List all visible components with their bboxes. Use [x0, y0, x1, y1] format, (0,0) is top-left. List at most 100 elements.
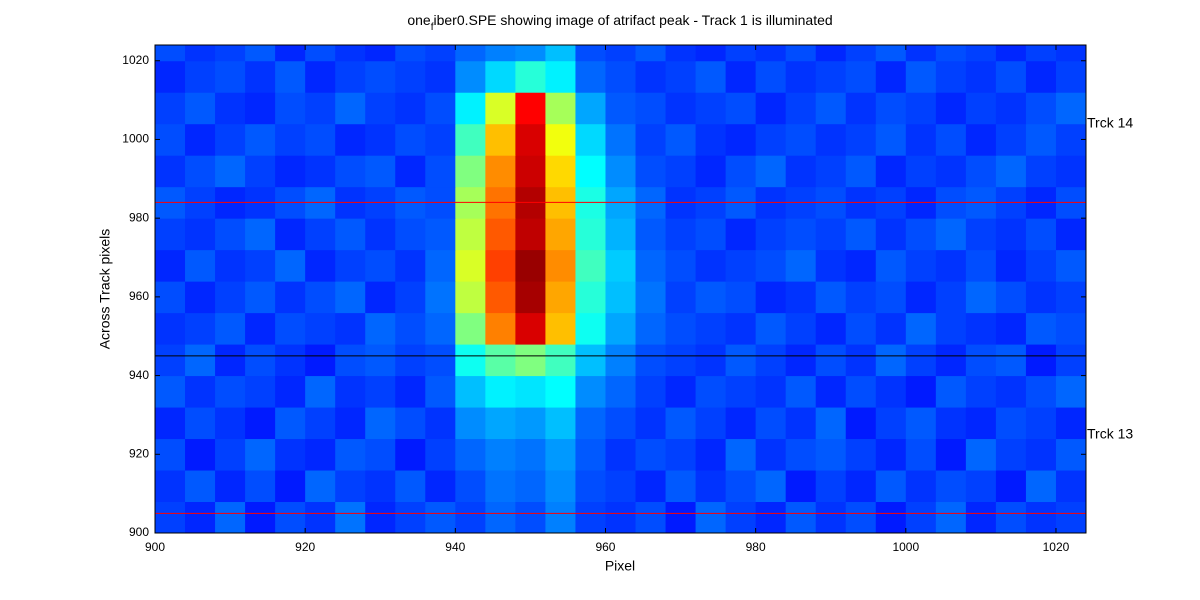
heatmap-cell: [725, 218, 757, 251]
heatmap-cell: [155, 218, 186, 251]
heatmap-cell: [935, 501, 967, 534]
heatmap-cell: [305, 407, 336, 440]
heatmap-cell: [845, 312, 877, 345]
heatmap-cell: [965, 45, 997, 62]
heatmap-cell: [575, 407, 606, 440]
heatmap-cell: [335, 218, 366, 251]
heatmap-cell: [635, 375, 667, 408]
heatmap-cell: [155, 249, 186, 282]
heatmap-cell: [395, 344, 426, 377]
heatmap-cell: [275, 249, 306, 282]
x-tick-label: 980: [746, 540, 766, 554]
heatmap-cell: [665, 123, 697, 156]
heatmap-cell: [725, 375, 757, 408]
heatmap-cell: [905, 344, 937, 377]
heatmap-cell: [815, 438, 847, 471]
heatmap-cell: [545, 501, 576, 534]
heatmap-cell: [965, 123, 997, 156]
heatmap-cell: [425, 281, 456, 314]
heatmap-cell: [785, 60, 817, 93]
heatmap-cell: [605, 218, 637, 251]
heatmap-cell: [665, 375, 697, 408]
heatmap-cell: [245, 155, 276, 188]
heatmap-cell: [755, 375, 787, 408]
y-tick-label: 940: [129, 368, 149, 382]
heatmap-cell: [1055, 407, 1087, 440]
heatmap-cell: [425, 249, 456, 282]
heatmap-cell: [785, 344, 817, 377]
heatmap-cell: [605, 123, 637, 156]
heatmap-cell: [785, 470, 817, 503]
heatmap-cell: [785, 45, 817, 62]
heatmap-cell: [755, 249, 787, 282]
heatmap-cell: [935, 155, 967, 188]
heatmap-cell: [425, 407, 456, 440]
heatmap-cell: [275, 45, 306, 62]
heatmap-cell: [905, 470, 937, 503]
heatmap-cell: [185, 375, 216, 408]
x-tick-label: 1020: [1043, 540, 1070, 554]
heatmap-cell: [635, 45, 667, 62]
heatmap-cell: [815, 155, 847, 188]
heatmap-cell: [515, 407, 546, 440]
heatmap-cell: [185, 312, 216, 345]
heatmap-cell: [545, 123, 576, 156]
heatmap-cell: [905, 281, 937, 314]
heatmap-cell: [875, 45, 907, 62]
heatmap-cell: [1025, 375, 1057, 408]
heatmap-cell: [875, 281, 907, 314]
heatmap-cell: [395, 45, 426, 62]
heatmap-cell: [275, 470, 306, 503]
heatmap-cell: [365, 155, 396, 188]
heatmap-cell: [725, 470, 757, 503]
heatmap-cell: [1055, 218, 1087, 251]
x-axis-label: Pixel: [605, 558, 635, 574]
heatmap-cell: [965, 407, 997, 440]
heatmap-cell: [515, 60, 546, 93]
heatmap-cell: [155, 344, 186, 377]
heatmap-cell: [485, 312, 516, 345]
heatmap-cell: [665, 470, 697, 503]
heatmap-cell: [935, 344, 967, 377]
heatmap-cell: [545, 60, 576, 93]
heatmap-cell: [635, 155, 667, 188]
y-tick-label: 980: [129, 210, 149, 224]
heatmap-cell: [485, 249, 516, 282]
heatmap-cell: [515, 155, 546, 188]
heatmap-cell: [905, 123, 937, 156]
x-tick-label: 940: [445, 540, 465, 554]
heatmap-cell: [635, 407, 667, 440]
heatmap-cell: [995, 249, 1027, 282]
heatmap-cell: [545, 92, 576, 125]
heatmap-cell: [815, 344, 847, 377]
heatmap-cell: [1025, 92, 1057, 125]
heatmap-cell: [395, 375, 426, 408]
heatmap-cell: [635, 438, 667, 471]
heatmap-cell: [335, 155, 366, 188]
heatmap: [155, 45, 1087, 534]
heatmap-cell: [515, 501, 546, 534]
heatmap-cell: [845, 438, 877, 471]
heatmap-cell: [455, 501, 486, 534]
heatmap-cell: [215, 470, 246, 503]
heatmap-cell: [875, 312, 907, 345]
heatmap-cell: [305, 344, 336, 377]
heatmap-cell: [725, 249, 757, 282]
heatmap-cell: [515, 123, 546, 156]
heatmap-cell: [155, 45, 186, 62]
heatmap-cell: [635, 92, 667, 125]
heatmap-cell: [605, 249, 637, 282]
heatmap-cell: [1055, 375, 1087, 408]
heatmap-cell: [155, 155, 186, 188]
heatmap-cell: [695, 45, 727, 62]
heatmap-cell: [725, 123, 757, 156]
heatmap-cell: [875, 407, 907, 440]
heatmap-cell: [545, 249, 576, 282]
heatmap-cell: [815, 375, 847, 408]
heatmap-cell: [575, 123, 606, 156]
heatmap-cell: [695, 155, 727, 188]
heatmap-cell: [365, 470, 396, 503]
heatmap-cell: [185, 407, 216, 440]
heatmap-cell: [545, 438, 576, 471]
heatmap-cell: [965, 249, 997, 282]
